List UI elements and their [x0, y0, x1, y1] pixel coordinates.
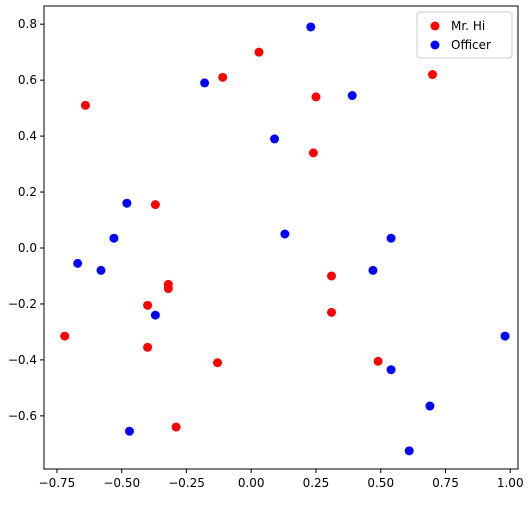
x-tick-label: −0.25 [168, 476, 205, 490]
data-point [308, 148, 318, 158]
y-tick-label: −0.6 [8, 409, 37, 423]
data-point [428, 70, 438, 80]
data-point [280, 229, 290, 239]
legend: Mr. Hi Officer [416, 11, 513, 59]
legend-marker [430, 21, 440, 31]
legend-label: Mr. Hi [451, 19, 485, 33]
data-point [109, 233, 119, 243]
legend-label: Officer [451, 38, 491, 52]
data-point [171, 422, 181, 432]
data-point [306, 22, 316, 32]
data-point [347, 91, 357, 101]
y-tick-label: 0.6 [18, 73, 37, 87]
data-point [386, 233, 396, 243]
y-tick-label: 0.8 [18, 17, 37, 31]
data-point [404, 446, 414, 456]
data-point [80, 100, 90, 110]
points-layer [60, 22, 510, 456]
y-tick-label: −0.2 [8, 297, 37, 311]
data-point [143, 300, 153, 310]
data-point [327, 307, 337, 317]
data-point [60, 331, 70, 341]
y-tick-label: −0.4 [8, 353, 37, 367]
x-tick-label: −0.75 [39, 476, 76, 490]
axes-layer: −0.75 −0.50 −0.25 0.00 0.25 0.50 0.75 1.00 −0.6 −… [8, 17, 524, 490]
y-tick-label: 0.0 [18, 241, 37, 255]
data-point [73, 258, 83, 268]
data-point [150, 200, 160, 210]
data-point [143, 342, 153, 352]
y-tick-label: 0.2 [18, 185, 37, 199]
x-tick-label: 0.75 [432, 476, 459, 490]
data-point [368, 265, 378, 275]
data-point [254, 47, 264, 57]
data-point [150, 310, 160, 320]
data-point [500, 331, 510, 341]
data-point [270, 134, 280, 144]
x-tick-label: −0.50 [103, 476, 140, 490]
data-point [122, 198, 132, 208]
plot-area [44, 6, 518, 469]
data-point [425, 401, 435, 411]
data-point [373, 356, 383, 366]
legend-box [416, 11, 513, 59]
data-point [200, 78, 210, 88]
x-tick-label: 0.00 [238, 476, 265, 490]
y-tick-label: 0.4 [18, 129, 37, 143]
data-point [213, 358, 223, 368]
series-1 [73, 22, 510, 456]
data-point [311, 92, 321, 102]
data-point [386, 365, 396, 375]
plot-frame [43, 5, 519, 470]
x-tick-label: 1.00 [497, 476, 524, 490]
data-point [96, 265, 106, 275]
legend-marker [430, 40, 440, 50]
data-point [327, 271, 337, 281]
data-point [163, 284, 173, 294]
data-point [218, 72, 228, 82]
x-tick-label: 0.50 [367, 476, 394, 490]
x-tick-label: 0.25 [303, 476, 330, 490]
data-point [124, 426, 134, 436]
series-0 [60, 47, 438, 432]
